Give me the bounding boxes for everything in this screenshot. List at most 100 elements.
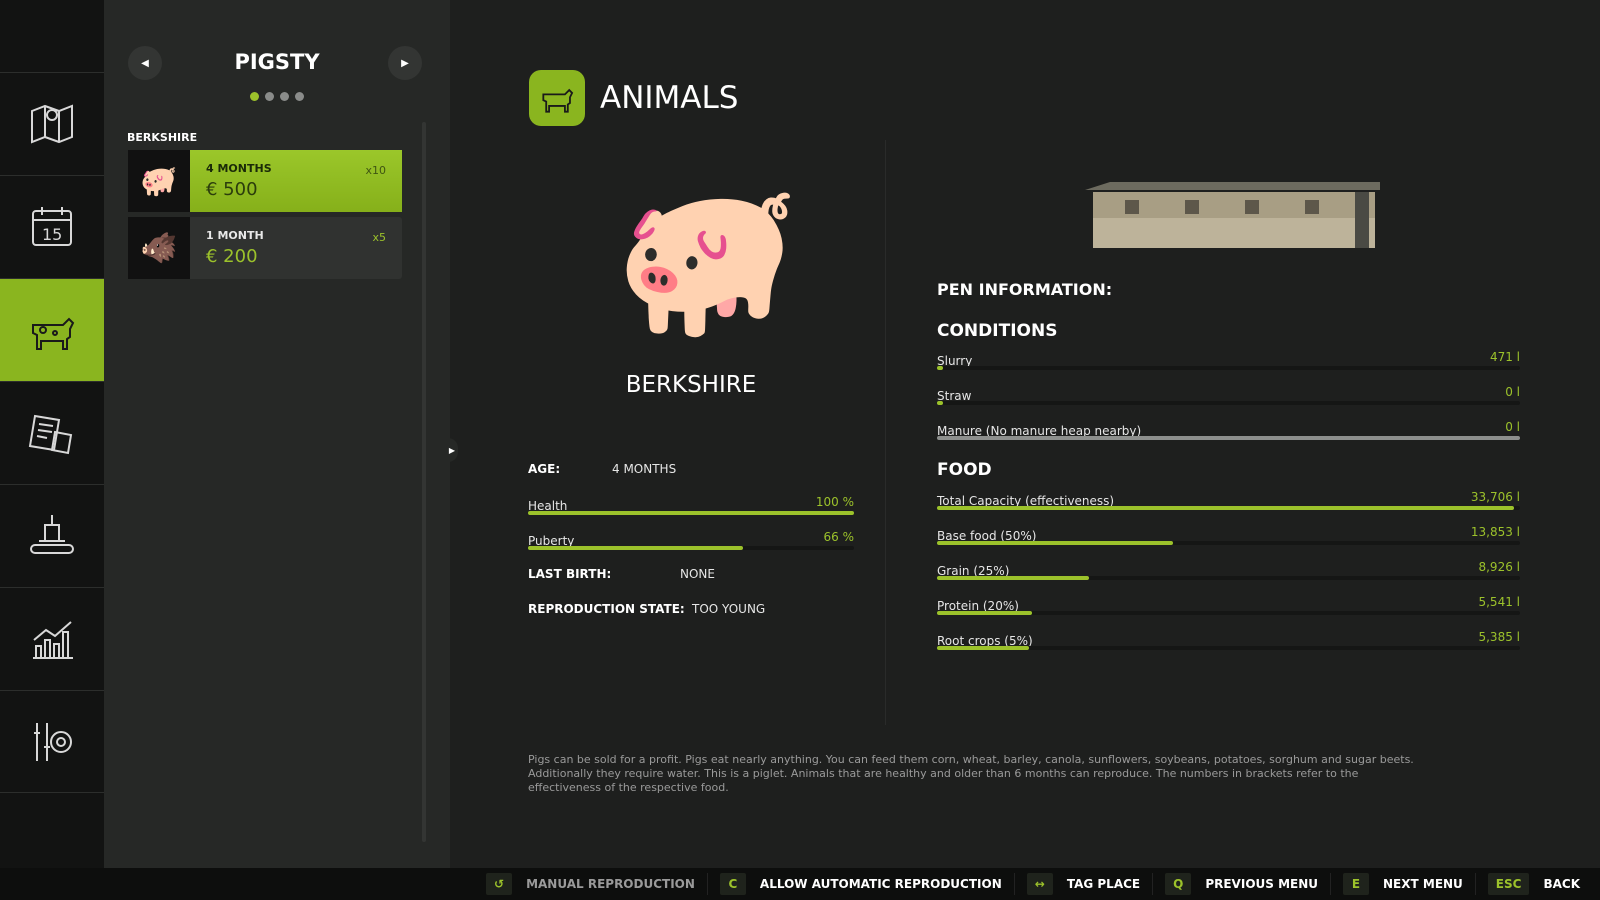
svg-text:15: 15: [42, 225, 62, 244]
item-age: 1 MONTH: [206, 229, 264, 242]
animal-list-item[interactable]: 🐗 1 MONTH € 200 x5: [128, 217, 402, 279]
hint-label: BACK: [1543, 877, 1580, 891]
bar-label: Root crops (5%): [937, 634, 1033, 648]
collapse-panel-button[interactable]: ▶: [446, 438, 458, 462]
bar-fill: [937, 576, 1089, 580]
hint-manual-reproduction[interactable]: ↺ MANUAL REPRODUCTION: [474, 873, 707, 895]
page-dot[interactable]: [250, 92, 259, 101]
page-dots: [104, 86, 450, 105]
hint-next-menu[interactable]: E NEXT MENU: [1330, 873, 1475, 895]
pig-image: 🐖: [614, 173, 801, 347]
bar-value: 5,385 l: [1478, 630, 1520, 644]
sidebar-item-statistics[interactable]: [0, 587, 104, 690]
age-value: 4 MONTHS: [612, 462, 677, 476]
hint-label: NEXT MENU: [1383, 877, 1463, 891]
item-price: € 500: [206, 179, 258, 200]
bar-value: 5,541 l: [1478, 595, 1520, 609]
bar-fill: [937, 646, 1030, 650]
animal-description: Pigs can be sold for a profit. Pigs eat …: [528, 753, 1414, 794]
key-badge: C: [719, 873, 746, 895]
map-icon: [31, 104, 73, 144]
sidebar-item-settings[interactable]: [0, 690, 104, 793]
page-dot[interactable]: [280, 92, 289, 101]
hint-label: ALLOW AUTOMATIC REPRODUCTION: [759, 877, 1002, 891]
calendar-icon: 15: [32, 207, 72, 246]
group-label: BERKSHIRE: [127, 131, 198, 144]
contracts-icon: [28, 414, 73, 455]
bar-label: Straw: [937, 389, 972, 403]
reproduction-label: REPRODUCTION STATE:: [528, 602, 685, 616]
bar-value: 33,706 l: [1470, 490, 1520, 504]
animal-list-item[interactable]: 🐖 4 MONTHS € 500 x10: [128, 150, 402, 212]
animals-icon: [32, 317, 75, 350]
hint-back[interactable]: ESC BACK: [1474, 873, 1592, 895]
sidebar-item-animals[interactable]: [0, 278, 104, 381]
bar-label: Slurry: [937, 354, 973, 368]
health-bar: Health 100 %: [528, 495, 854, 515]
hint-tag-place[interactable]: ↔ TAG PLACE: [1013, 873, 1152, 895]
bar-label: Manure (No manure heap nearby): [937, 424, 1142, 438]
bar-value: 471 l: [1489, 350, 1520, 364]
hint-label: PREVIOUS MENU: [1205, 877, 1319, 891]
sidebar-item-production[interactable]: [0, 484, 104, 587]
production-icon: [30, 515, 74, 554]
sidebar-item-map[interactable]: [0, 72, 104, 175]
bar-value: 0 l: [1505, 385, 1520, 399]
puberty-bar: Puberty 66 %: [528, 530, 854, 550]
animal-list-panel: ◀ PIGSTY ▶ BERKSHIRE 🐖 4 MONTHS € 500 x10 …: [104, 0, 450, 868]
item-count: x10: [365, 164, 386, 177]
bar-fill: [937, 541, 1174, 545]
last-birth-value: NONE: [680, 567, 715, 581]
item-age: 4 MONTHS: [206, 162, 272, 175]
pen-info-title: PEN INFORMATION:: [937, 280, 1113, 299]
hint-allow-automatic-reproduction[interactable]: C ALLOW AUTOMATIC REPRODUCTION: [706, 873, 1014, 895]
list-scrollbar[interactable]: [422, 122, 426, 842]
animal-name: BERKSHIRE: [625, 372, 757, 398]
page-dot[interactable]: [265, 92, 274, 101]
bar-fill: [937, 506, 1515, 510]
bar-fill: [937, 436, 1520, 440]
bar-value: 13,853 l: [1470, 525, 1520, 539]
divider: [885, 140, 886, 725]
item-count: x5: [372, 231, 386, 244]
condition-bar: Manure (No manure heap nearby) 0 l: [937, 420, 1520, 440]
hint-label: TAG PLACE: [1066, 877, 1141, 891]
conditions-title: CONDITIONS: [937, 321, 1058, 341]
next-pen-button[interactable]: ▶: [388, 46, 422, 80]
food-bar: Protein (20%) 5,541 l: [937, 595, 1520, 615]
food-bar: Grain (25%) 8,926 l: [937, 560, 1520, 580]
key-badge: Q: [1165, 873, 1192, 895]
reproduction-value: TOO YOUNG: [692, 602, 766, 616]
pigsty-image: [1085, 180, 1385, 258]
bar-fill: [937, 366, 943, 370]
key-badge: E: [1343, 873, 1370, 895]
key-badge: ESC: [1487, 873, 1530, 895]
bar-value: 0 l: [1505, 420, 1520, 434]
item-price: € 200: [206, 246, 258, 267]
bar-fill: [937, 401, 943, 405]
bar-fill: [937, 611, 1033, 615]
condition-bar: Straw 0 l: [937, 385, 1520, 405]
sidebar-item-contracts[interactable]: [0, 381, 104, 484]
sidebar-item-calendar[interactable]: 15: [0, 175, 104, 278]
bar-label: Protein (20%): [937, 599, 1019, 613]
condition-bar: Slurry 471 l: [937, 350, 1520, 370]
food-bar: Root crops (5%) 5,385 l: [937, 630, 1520, 650]
last-birth-label: LAST BIRTH:: [528, 567, 612, 581]
food-bar: Base food (50%) 13,853 l: [937, 525, 1520, 545]
page-dot[interactable]: [295, 92, 304, 101]
pig-thumbnail: 🐗: [128, 217, 190, 279]
food-bar: Total Capacity (effectiveness) 33,706 l: [937, 490, 1520, 510]
previous-pen-button[interactable]: ◀: [128, 46, 162, 80]
bar-label: Base food (50%): [937, 529, 1037, 543]
key-badge: ↔: [1026, 873, 1053, 895]
statistics-icon: [33, 621, 73, 659]
hint-label: MANUAL REPRODUCTION: [526, 877, 695, 891]
page-title: ANIMALS: [600, 80, 739, 116]
bar-value: 8,926 l: [1478, 560, 1520, 574]
food-title: FOOD: [937, 460, 992, 480]
hint-previous-menu[interactable]: Q PREVIOUS MENU: [1152, 873, 1330, 895]
bar-label: Grain (25%): [937, 564, 1010, 578]
bottom-hint-bar: ↺ MANUAL REPRODUCTION C ALLOW AUTOMATIC REP…: [0, 868, 1600, 900]
settings-icon: [34, 722, 72, 761]
